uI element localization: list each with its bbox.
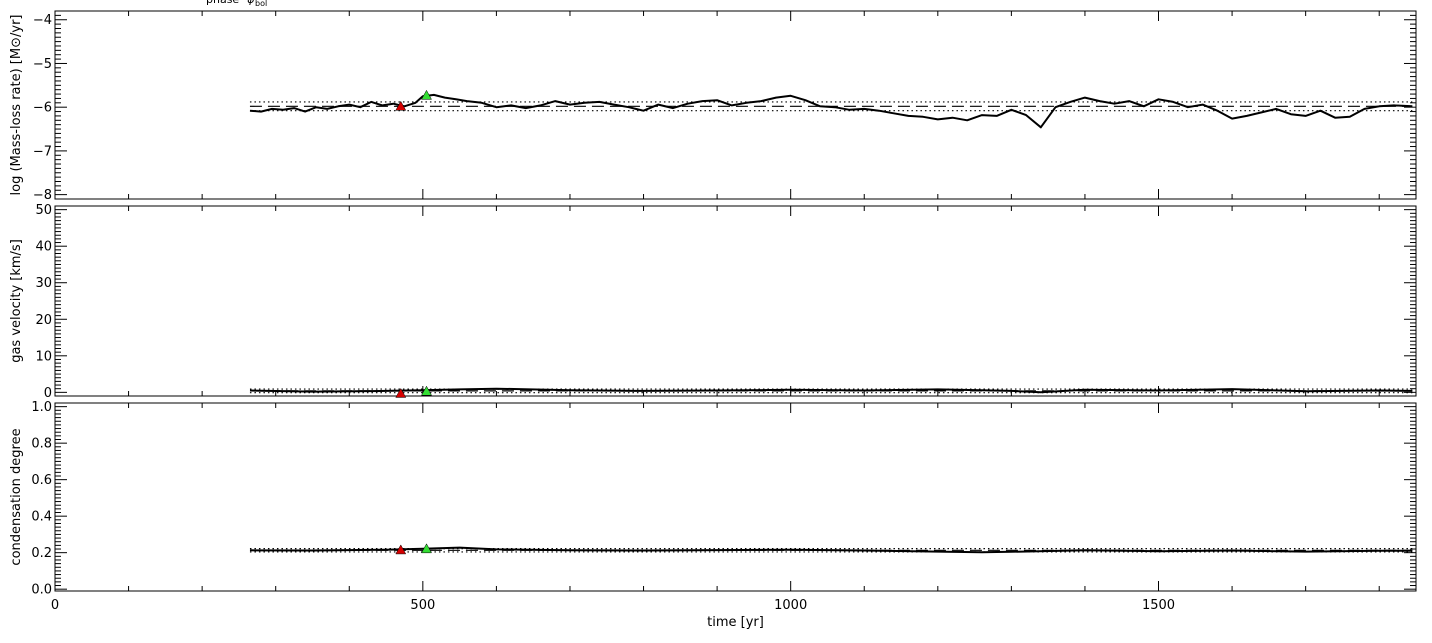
plot-frame bbox=[54, 402, 1417, 592]
marker-red-triangle bbox=[395, 544, 407, 555]
plot-frame bbox=[54, 205, 1417, 397]
y-tick-label: 20 bbox=[35, 313, 52, 328]
phase-subscript: bol bbox=[255, 0, 267, 8]
phase-label: phase φ bol bbox=[206, 0, 267, 8]
panel-2: 0 10 20 30 40 50 gas velocity [km/s] bbox=[9, 203, 1417, 401]
x-tick-label: 1500 bbox=[1142, 598, 1175, 613]
y-tick-label: 0.4 bbox=[31, 510, 52, 525]
y-tick-label: −4 bbox=[33, 13, 52, 28]
plot-frame bbox=[54, 10, 1417, 200]
x-tick-label: 1000 bbox=[774, 598, 807, 613]
y-tick-label: 0.2 bbox=[31, 546, 52, 561]
panel-3: 0.0 0.2 0.4 0.6 0.8 1.0 0 500 1000 1500 time [yr] c… bbox=[9, 400, 1417, 630]
y-tick-label: 1.0 bbox=[31, 400, 52, 415]
y-tick-label: 30 bbox=[35, 276, 52, 291]
phase-label-text: phase bbox=[206, 0, 239, 6]
marker-red-triangle bbox=[395, 387, 407, 398]
marker-red-triangle bbox=[395, 100, 407, 111]
marker-green-triangle bbox=[421, 385, 432, 396]
x-axis-title: time [yr] bbox=[707, 615, 764, 630]
y-tick-label: 0.0 bbox=[31, 583, 52, 598]
y-axis-title: gas velocity [km/s] bbox=[9, 239, 24, 363]
x-tick-label: 0 bbox=[51, 598, 59, 613]
y-tick-label: 0 bbox=[44, 386, 52, 401]
y-tick-label: −8 bbox=[33, 188, 52, 203]
y-tick-label: 0.6 bbox=[31, 473, 52, 488]
y-tick-label: 40 bbox=[35, 240, 52, 255]
series-line bbox=[249, 93, 1413, 129]
marker-green-triangle bbox=[421, 89, 432, 100]
phase-symbol: φ bbox=[247, 0, 255, 6]
panel-1: −8 −7 −6 −5 −4 log (Mass-loss rate) [M⊙/yr] bbox=[9, 10, 1417, 203]
y-axis-title: condensation degree bbox=[9, 428, 24, 565]
y-tick-label: 0.8 bbox=[31, 437, 52, 452]
y-tick-label: 10 bbox=[35, 349, 52, 364]
y-tick-label: −6 bbox=[33, 101, 52, 116]
y-tick-label: 50 bbox=[35, 203, 52, 218]
marker-green-triangle bbox=[421, 543, 432, 554]
x-tick-label: 500 bbox=[410, 598, 435, 613]
y-tick-label: −5 bbox=[33, 57, 52, 72]
series-line bbox=[249, 387, 1413, 394]
y-axis-title: log (Mass-loss rate) [M⊙/yr] bbox=[9, 15, 24, 196]
y-tick-label: −7 bbox=[33, 144, 52, 159]
